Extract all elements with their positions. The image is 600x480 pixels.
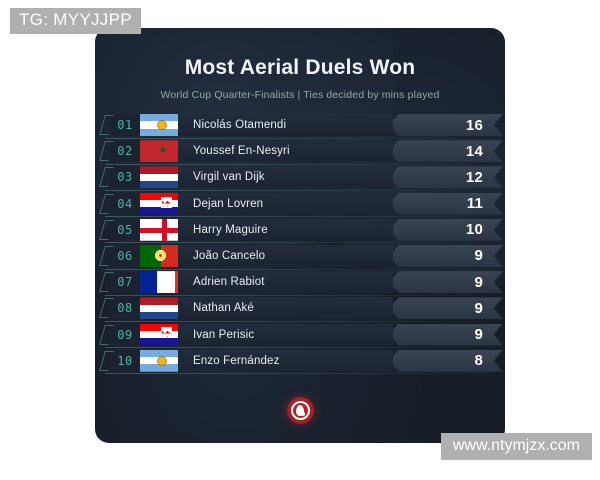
row-underline	[105, 163, 499, 165]
value-cell: 8	[389, 349, 503, 372]
row-bracket-icon	[99, 166, 110, 188]
value-cell: 9	[389, 297, 503, 320]
duels-won-value: 9	[474, 247, 483, 265]
brand-logo-icon	[286, 397, 314, 424]
player-name: Dejan Lovren	[193, 197, 264, 210]
row-underline	[105, 268, 499, 270]
duels-won-value: 10	[465, 221, 483, 239]
player-name-cell: Nicolás Otamendi	[178, 114, 393, 136]
duels-won-value: 9	[474, 326, 483, 343]
value-cell: 10	[389, 218, 503, 241]
player-name: Ivan Perisic	[193, 328, 255, 341]
duels-won-value: 14	[465, 142, 483, 160]
player-name: Enzo Fernández	[193, 354, 280, 367]
row-bracket-icon	[99, 297, 110, 319]
duels-won-value: 16	[465, 116, 483, 134]
player-name-cell: Nathan Aké	[178, 297, 393, 320]
infographic-card: Most Aerial Duels Won World Cup Quarter-…	[95, 28, 505, 443]
value-cell: 16	[389, 114, 503, 136]
rank-number: 05	[110, 218, 140, 241]
row-underline	[105, 189, 499, 191]
flag-icon-croatia	[140, 323, 192, 346]
player-name-cell: João Cancelo	[178, 244, 393, 267]
page-subtitle: World Cup Quarter-Finalists | Ties decid…	[160, 89, 440, 101]
player-name: Youssef En-Nesyri	[193, 145, 290, 158]
player-name: Nicolás Otamendi	[193, 119, 287, 131]
row-bracket-icon	[99, 140, 110, 162]
player-name: Virgil van Dijk	[193, 171, 265, 184]
player-name-cell: Adrien Rabiot	[178, 271, 393, 294]
table-row[interactable]: 01 Nicolás Otamendi 16	[99, 114, 503, 139]
player-name: Harry Maguire	[193, 223, 268, 236]
value-cell: 9	[389, 323, 503, 346]
row-underline	[105, 347, 499, 349]
player-name-cell: Ivan Perisic	[178, 323, 393, 346]
rank-number: 08	[110, 297, 140, 320]
player-name-cell: Enzo Fernández	[178, 349, 393, 372]
row-bracket-icon	[99, 350, 110, 372]
table-row[interactable]: 08 Nathan Aké 9	[99, 297, 503, 322]
row-underline	[105, 216, 499, 218]
site-watermark: www.ntymjzx.com	[440, 433, 592, 460]
value-cell: 9	[389, 244, 503, 267]
brand-logo-glyph	[290, 401, 310, 420]
player-name: Nathan Aké	[193, 302, 254, 315]
row-underline	[105, 320, 499, 322]
footer-logo-wrap	[95, 397, 505, 424]
table-row[interactable]: 04 Dejan Lovren 11	[99, 192, 503, 218]
flag-icon-netherlands	[140, 297, 192, 320]
value-cell: 12	[389, 166, 503, 189]
telegram-tag: TG: MYYJJPP	[10, 8, 141, 34]
ranking-list: 01 Nicolás Otamendi 16 02 ★ Youssef En-Nesyri…	[95, 114, 505, 375]
row-underline	[105, 242, 499, 244]
duels-won-value: 8	[474, 352, 483, 370]
rank-number: 04	[110, 192, 140, 215]
rank-number: 03	[110, 166, 140, 189]
table-row[interactable]: 03 Virgil van Dijk 12	[99, 166, 503, 191]
row-bracket-icon	[99, 324, 110, 346]
duels-won-value: 11	[466, 195, 483, 213]
value-cell: 9	[389, 271, 503, 294]
player-name-cell: Dejan Lovren	[178, 192, 393, 215]
row-underline	[105, 373, 499, 375]
table-row[interactable]: 07 Adrien Rabiot 9	[99, 271, 503, 296]
table-row[interactable]: 05 Harry Maguire 10	[99, 218, 503, 244]
row-bracket-icon	[99, 245, 110, 267]
table-row[interactable]: 09 Ivan Perisic 9	[99, 323, 503, 349]
player-name-cell: Virgil van Dijk	[178, 166, 393, 189]
table-row[interactable]: 02 ★ Youssef En-Nesyri 14	[99, 140, 503, 165]
rank-number: 09	[110, 323, 140, 346]
flag-icon-argentina	[140, 349, 192, 372]
row-underline	[105, 294, 499, 296]
duels-won-value: 9	[474, 273, 483, 291]
table-row[interactable]: 10 Enzo Fernández 8	[99, 349, 503, 375]
player-name: Adrien Rabiot	[193, 276, 265, 289]
value-cell: 11	[389, 192, 503, 215]
value-cell: 14	[389, 140, 503, 163]
row-underline	[105, 137, 499, 139]
rank-number: 06	[110, 244, 140, 267]
rank-number: 02	[110, 140, 140, 163]
page-title: Most Aerial Duels Won	[184, 56, 416, 79]
player-name: João Cancelo	[193, 249, 266, 262]
player-name-cell: Youssef En-Nesyri	[178, 140, 393, 163]
rank-number: 01	[110, 114, 140, 136]
table-row[interactable]: 06 João Cancelo 9	[99, 244, 503, 270]
rank-number: 07	[110, 271, 140, 294]
duels-won-value: 12	[465, 168, 483, 186]
row-bracket-icon	[99, 114, 110, 136]
row-bracket-icon	[99, 193, 110, 215]
rank-number: 10	[110, 349, 140, 372]
row-bracket-icon	[99, 219, 110, 241]
row-bracket-icon	[99, 271, 110, 293]
duels-won-value: 9	[474, 299, 483, 317]
player-name-cell: Harry Maguire	[178, 218, 393, 241]
